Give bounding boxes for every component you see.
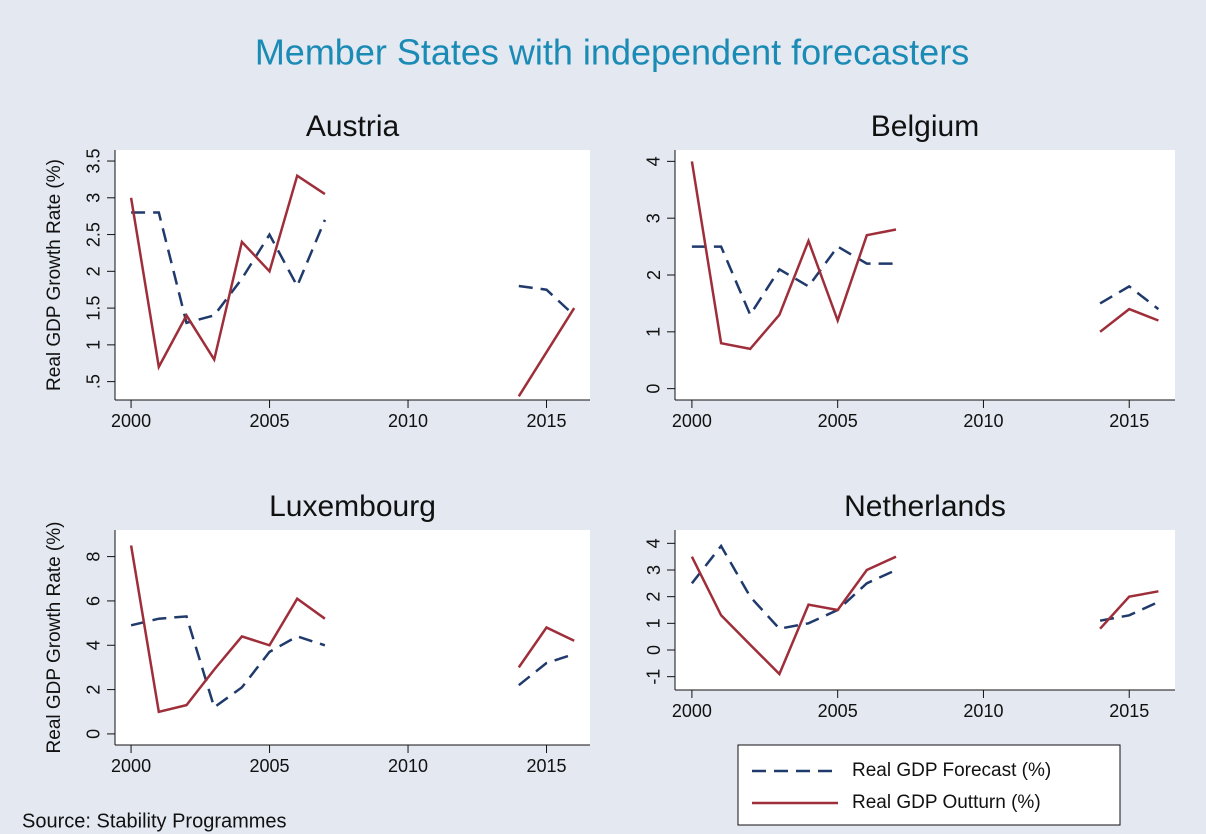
y-tick-label: 3.5	[84, 149, 104, 174]
y-tick-label: 3	[644, 213, 664, 223]
y-tick-label: 1	[644, 327, 664, 337]
series-line	[130, 615, 575, 710]
x-tick-label: 2000	[672, 411, 712, 431]
y-tick-label: 0	[644, 645, 664, 655]
series-line	[691, 244, 1160, 318]
y-tick-label: .5	[84, 374, 104, 389]
legend-label: Real GDP Forecast (%)	[852, 760, 1051, 781]
legend-box	[737, 744, 1121, 826]
x-tick-label: 2005	[818, 701, 858, 721]
panel-title: Austria	[306, 110, 400, 143]
x-tick-label: 2010	[388, 756, 428, 776]
plot-area	[115, 530, 590, 745]
y-tick-label: 4	[84, 640, 104, 650]
x-tick-label: 2005	[250, 411, 290, 431]
series-line	[690, 161, 1159, 351]
y-tick-label: 3	[644, 565, 664, 575]
y-tick-label: 2	[84, 266, 104, 276]
series-line	[129, 545, 575, 714]
x-tick-label: 2015	[1109, 411, 1149, 431]
y-tick-label: 0	[84, 729, 104, 739]
page-title: Member States with independent forecaste…	[255, 32, 969, 73]
y-tick-label: 1	[84, 340, 104, 350]
y-axis-label: Real GDP Growth Rate (%)	[44, 522, 65, 754]
series-line	[131, 211, 576, 325]
y-tick-label: 8	[84, 552, 104, 562]
x-tick-label: 2010	[963, 701, 1003, 721]
x-tick-label: 2010	[388, 411, 428, 431]
y-tick-label: 1.5	[84, 296, 104, 321]
y-tick-label: 2.5	[84, 222, 104, 247]
x-tick-label: 2005	[250, 756, 290, 776]
x-tick-label: 2015	[526, 411, 566, 431]
y-tick-label: 6	[84, 596, 104, 606]
y-tick-label: 2	[84, 685, 104, 695]
y-tick-label: 2	[644, 270, 664, 280]
series-line	[129, 173, 576, 397]
y-tick-label: 1	[644, 618, 664, 628]
plot-area	[115, 150, 590, 400]
x-tick-label: 2015	[1109, 701, 1149, 721]
panel-title: Netherlands	[844, 490, 1006, 523]
y-tick-label: 0	[644, 384, 664, 394]
x-tick-label: 2000	[111, 756, 151, 776]
x-tick-label: 2015	[526, 756, 566, 776]
plot-area	[675, 150, 1175, 400]
y-tick-label: 4	[644, 538, 664, 548]
y-tick-label: -1	[644, 669, 664, 685]
legend-label: Real GDP Outturn (%)	[852, 792, 1041, 813]
y-tick-label: 3	[84, 193, 104, 203]
y-axis-label: Real GDP Growth Rate (%)	[44, 159, 65, 391]
x-tick-label: 2005	[818, 411, 858, 431]
panel-title: Belgium	[871, 110, 979, 143]
x-tick-label: 2000	[111, 411, 151, 431]
source: Source: Stability Programmes	[22, 810, 287, 832]
plot-area	[675, 530, 1175, 690]
y-tick-label: 4	[644, 156, 664, 166]
series-line	[690, 555, 1159, 677]
x-tick-label: 2010	[963, 411, 1003, 431]
y-tick-label: 2	[644, 592, 664, 602]
panel-title: Luxembourg	[269, 490, 436, 523]
x-tick-label: 2000	[672, 701, 712, 721]
